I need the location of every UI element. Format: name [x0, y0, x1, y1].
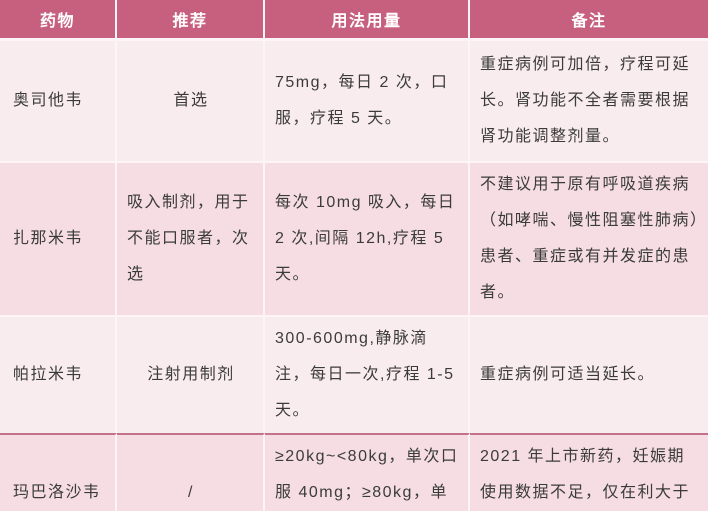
- dosage-cell: 300-600mg,静脉滴注，每日一次,疗程 1-5 天。: [265, 315, 470, 433]
- notes-cell: 不建议用于原有呼吸道疾病（如哮喘、慢性阻塞性肺病）患者、重症或有并发症的患者。: [470, 161, 708, 315]
- header-row: 药物 推荐 用法用量 备注: [0, 0, 708, 41]
- dosage-cell: 75mg，每日 2 次，口服，疗程 5 天。: [265, 41, 470, 161]
- drug-name: 奥司他韦: [0, 41, 117, 161]
- table-row-zanamivir: 扎那米韦 吸入制剂，用于不能口服者，次选 每次 10mg 吸入，每日 2 次,间…: [0, 161, 708, 315]
- table-row-oseltamivir: 奥司他韦 首选 75mg，每日 2 次，口服，疗程 5 天。 重症病例可加倍，疗…: [0, 41, 708, 161]
- drug-name: 扎那米韦: [0, 161, 117, 315]
- drug-name: 玛巴洛沙韦: [0, 433, 117, 511]
- col-header-drug: 药物: [0, 0, 117, 41]
- recommendation-cell: 吸入制剂，用于不能口服者，次选: [117, 161, 265, 315]
- col-header-recommendation: 推荐: [117, 0, 265, 41]
- drug-name: 帕拉米韦: [0, 315, 117, 433]
- table-header: 药物 推荐 用法用量 备注: [0, 0, 708, 41]
- recommendation-cell: 注射用制剂: [117, 315, 265, 433]
- col-header-dosage: 用法用量: [265, 0, 470, 41]
- notes-cell: 重症病例可加倍，疗程可延长。肾功能不全者需要根据肾功能调整剂量。: [470, 41, 708, 161]
- table-row-peramivir: 帕拉米韦 注射用制剂 300-600mg,静脉滴注，每日一次,疗程 1-5 天。…: [0, 315, 708, 433]
- col-header-notes: 备注: [470, 0, 708, 41]
- dosage-cell: ≥20kg~<80kg，单次口服 40mg；≥80kg，单次口服 80mg。: [265, 433, 470, 511]
- recommendation-cell: /: [117, 433, 265, 511]
- recommendation-cell: 首选: [117, 41, 265, 161]
- dosage-cell: 每次 10mg 吸入，每日 2 次,间隔 12h,疗程 5 天。: [265, 161, 470, 315]
- notes-cell: 重症病例可适当延长。: [470, 315, 708, 433]
- table-row-baloxavir: 玛巴洛沙韦 / ≥20kg~<80kg，单次口服 40mg；≥80kg，单次口服…: [0, 433, 708, 511]
- notes-cell: 2021 年上市新药，妊娠期使用数据不足，仅在利大于弊时方可用药。: [470, 433, 708, 511]
